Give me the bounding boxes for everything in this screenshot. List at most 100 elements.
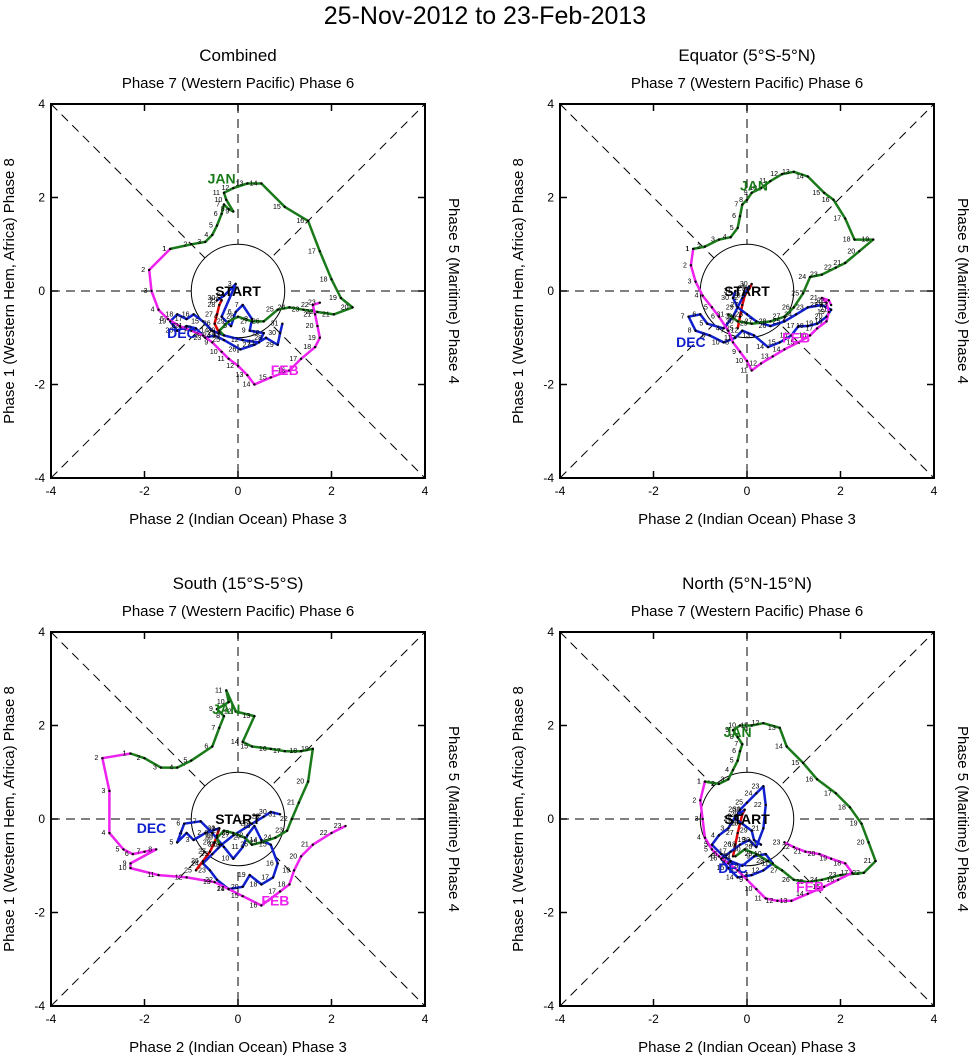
day-label: 23 xyxy=(810,272,818,279)
day-point xyxy=(778,341,781,344)
day-point xyxy=(741,329,744,332)
day-point xyxy=(176,766,179,769)
day-label: 2 xyxy=(727,814,731,821)
day-point xyxy=(710,306,714,309)
day-point xyxy=(204,831,207,835)
day-point xyxy=(278,813,282,816)
day-point xyxy=(285,829,289,832)
day-label: 25 xyxy=(796,879,804,886)
day-point xyxy=(848,806,852,809)
y-tick-label: 0 xyxy=(547,284,554,298)
day-point xyxy=(694,280,697,283)
day-point xyxy=(731,341,735,344)
day-point xyxy=(794,313,798,316)
day-label: 28 xyxy=(240,821,248,828)
day-point xyxy=(776,899,779,903)
day-label: 4 xyxy=(711,832,715,839)
day-point xyxy=(738,215,742,218)
day-point xyxy=(745,198,749,202)
day-label: 27 xyxy=(243,342,251,349)
start-label: START xyxy=(724,811,770,827)
day-label: 22 xyxy=(184,325,192,332)
day-label: 7 xyxy=(193,818,197,825)
day-point xyxy=(318,250,322,253)
day-label: 12 xyxy=(749,360,757,367)
right-axis-label: Phase 5 (Maritime) Phase 4 xyxy=(445,726,462,912)
day-label: 16 xyxy=(250,902,258,909)
y-tick-label: 0 xyxy=(38,284,45,298)
day-label: 13 xyxy=(780,898,788,905)
day-label: 19 xyxy=(282,867,290,874)
day-point xyxy=(717,238,721,241)
day-label: 18 xyxy=(250,881,258,888)
day-label: 13 xyxy=(212,332,220,339)
month-label-jan: JAN xyxy=(212,701,240,717)
day-point xyxy=(872,238,875,241)
day-point xyxy=(316,310,319,314)
day-point xyxy=(764,852,767,856)
day-point xyxy=(218,843,221,846)
day-point xyxy=(783,320,786,323)
day-label: 21 xyxy=(810,295,818,302)
x-tick-label: 4 xyxy=(422,484,429,498)
day-point xyxy=(862,871,866,874)
day-point xyxy=(199,820,202,823)
day-point xyxy=(211,329,214,332)
day-point xyxy=(234,710,237,713)
day-point xyxy=(192,313,195,316)
x-tick-label: 0 xyxy=(235,1012,242,1026)
y-tick-label: 4 xyxy=(38,625,45,639)
day-label: 8 xyxy=(739,197,743,204)
day-point xyxy=(778,726,781,730)
day-label: 22 xyxy=(280,816,288,823)
day-label: 2 xyxy=(734,295,738,302)
y-tick-label: -2 xyxy=(543,378,554,392)
day-label: 28 xyxy=(222,830,230,837)
y-tick-label: -4 xyxy=(543,471,554,485)
day-point xyxy=(299,357,303,360)
day-point xyxy=(222,294,226,297)
day-label: 3 xyxy=(720,776,724,783)
day-point xyxy=(797,324,800,328)
day-point xyxy=(694,329,697,332)
panel-title: Equator (5°S-5°N) xyxy=(678,46,815,65)
day-point xyxy=(736,759,739,762)
diagonal-line xyxy=(559,631,935,1007)
day-point xyxy=(717,782,721,786)
day-label: 17 xyxy=(268,888,276,895)
day-label: 30 xyxy=(726,318,734,325)
day-point xyxy=(762,827,765,830)
day-point xyxy=(755,792,758,795)
day-point xyxy=(832,198,835,202)
y-tick-label: 4 xyxy=(38,97,45,111)
day-point xyxy=(827,310,831,314)
day-point xyxy=(201,859,205,863)
day-point xyxy=(769,320,772,323)
day-label: 14 xyxy=(243,382,251,389)
day-label: 13 xyxy=(740,872,748,879)
day-label: 1 xyxy=(741,283,745,290)
amplitude-circle xyxy=(699,771,795,867)
day-label: 13 xyxy=(782,169,790,176)
day-label: 23 xyxy=(773,839,781,846)
day-point xyxy=(330,831,333,835)
day-point xyxy=(843,261,847,265)
day-label: 25 xyxy=(735,800,743,807)
day-point xyxy=(201,862,205,865)
day-label: 6 xyxy=(125,851,129,858)
day-label: 20 xyxy=(815,314,823,321)
day-label: 9 xyxy=(216,844,220,851)
day-label: 6 xyxy=(713,851,717,858)
day-point xyxy=(169,320,172,323)
day-point xyxy=(194,869,198,872)
day-point xyxy=(269,810,272,814)
day-point xyxy=(822,885,826,888)
day-label: 1 xyxy=(162,246,166,253)
day-point xyxy=(262,320,265,323)
day-point xyxy=(262,815,265,818)
day-point xyxy=(748,838,751,842)
day-label: 25 xyxy=(726,325,734,332)
day-label: 6 xyxy=(711,314,715,321)
day-label: 31 xyxy=(208,842,216,849)
